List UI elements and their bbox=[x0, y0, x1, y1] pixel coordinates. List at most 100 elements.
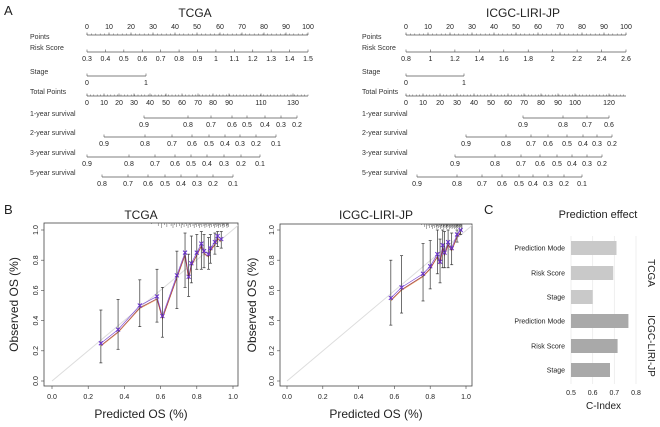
bar-category-label: Prediction Mode bbox=[514, 319, 565, 326]
calibration-point bbox=[182, 232, 188, 288]
tick-label: 70 bbox=[556, 24, 564, 31]
tick-label: 0.6 bbox=[137, 56, 147, 63]
tick-label: 1 bbox=[428, 56, 432, 63]
tick-label: 2.2 bbox=[572, 56, 582, 63]
tick-label: 20 bbox=[115, 100, 123, 107]
row-label: Stage bbox=[30, 69, 48, 76]
calibration-point bbox=[442, 231, 447, 269]
x-tick-label: 0.8 bbox=[192, 394, 202, 401]
tick-label: 0.9 bbox=[139, 122, 149, 129]
tick-label: 0.8 bbox=[183, 122, 193, 129]
x-tick-label: 0.2 bbox=[83, 394, 93, 401]
tick-label: 0.2 bbox=[236, 161, 246, 168]
x-axis-label: Predicted OS (%) bbox=[329, 407, 422, 421]
plot-title: TCGA bbox=[124, 208, 157, 222]
tick-label: 0.1 bbox=[271, 141, 281, 148]
tick-label: 50 bbox=[162, 100, 170, 107]
tick-label: 60 bbox=[534, 24, 542, 31]
row-label: Total Points bbox=[362, 89, 399, 96]
y-tick-label: 0.4 bbox=[33, 316, 40, 326]
x-tick-label: 0.6 bbox=[588, 390, 598, 397]
point-marker bbox=[208, 245, 213, 251]
tick-label: 0.8 bbox=[124, 161, 134, 168]
tick-label: 20 bbox=[127, 24, 135, 31]
tick-label: 0.2 bbox=[208, 181, 218, 188]
calibration-point bbox=[215, 231, 220, 247]
row-label: 2-year survival bbox=[362, 130, 408, 137]
tick-label: 30 bbox=[453, 100, 461, 107]
calibration-line bbox=[390, 229, 461, 299]
nomogram-row: 1-year survival 0.9 0.8 0.7 0.6 0.5 0.4 0.3 0.2 bbox=[30, 111, 302, 129]
bar-category-label: Risk Score bbox=[531, 344, 565, 351]
y-tick-label: 0.2 bbox=[33, 346, 40, 356]
tick-label: 0.8 bbox=[452, 181, 462, 188]
tick-label: 0.7 bbox=[123, 181, 133, 188]
x-axis-label: C-Index bbox=[586, 401, 621, 412]
nomogram-row: Risk Score 0.3 0.4 0.5 0.6 0.7 0.8 0.9 1 1.1 1.2 1.… bbox=[30, 45, 313, 63]
calibration-point bbox=[201, 234, 207, 269]
tick-label: 30 bbox=[130, 100, 138, 107]
tick-label: 0.4 bbox=[528, 181, 538, 188]
nomogram-row: Total Points 0 10 20 30 40 50 60 70 80 90 100 120 bbox=[362, 89, 626, 107]
tick-label: 60 bbox=[504, 100, 512, 107]
tick-label: 0.2 bbox=[251, 141, 261, 148]
calibration-point bbox=[427, 240, 433, 290]
plot-frame bbox=[43, 222, 239, 387]
point-marker bbox=[449, 245, 455, 251]
point-marker bbox=[174, 272, 180, 278]
tick-label: 0.8 bbox=[97, 181, 107, 188]
row-label: Points bbox=[362, 34, 382, 41]
tick-label: 0.1 bbox=[255, 161, 265, 168]
nomogram-row: Stage 0 1 bbox=[30, 69, 148, 87]
tick-label: 90 bbox=[282, 24, 290, 31]
tick-label: 30 bbox=[468, 24, 476, 31]
calibration-point bbox=[435, 229, 440, 275]
x-axis-label: Predicted OS (%) bbox=[94, 407, 187, 421]
facet-strip-label: ICGC-LIRI-JP bbox=[645, 315, 656, 377]
tick-label: 0.4 bbox=[260, 122, 270, 129]
point-marker bbox=[137, 303, 143, 308]
y-tick-label: 0.0 bbox=[269, 376, 276, 386]
panel-label-a: A bbox=[4, 3, 13, 18]
row-label: 5-year survival bbox=[30, 170, 76, 177]
tick-label: 0.9 bbox=[461, 141, 471, 148]
tick-label: 80 bbox=[209, 100, 217, 107]
point-marker bbox=[388, 295, 394, 301]
point-marker bbox=[154, 294, 160, 299]
calibration-line bbox=[390, 232, 461, 301]
tick-label: 0.9 bbox=[193, 56, 203, 63]
point-marker bbox=[218, 236, 224, 242]
tick-label: 70 bbox=[194, 100, 202, 107]
tick-label: 0.3 bbox=[219, 161, 229, 168]
x-tick-label: 0.8 bbox=[425, 394, 435, 401]
point-marker bbox=[194, 250, 200, 256]
tick-label: 0.5 bbox=[160, 181, 170, 188]
tick-label: 10 bbox=[100, 100, 108, 107]
point-marker bbox=[182, 250, 188, 256]
point-marker bbox=[420, 271, 426, 277]
nomogram-row: 1-year survival 0.9 0.8 0.7 0.6 bbox=[362, 111, 614, 129]
point-marker bbox=[206, 251, 211, 257]
panel-label-c: C bbox=[484, 202, 493, 217]
nomogram-title: ICGC-LIRI-JP bbox=[486, 6, 560, 20]
x-tick-label: 0.5 bbox=[566, 390, 576, 397]
point-marker bbox=[189, 260, 194, 266]
tick-label: 0 bbox=[85, 100, 89, 107]
calibration-point bbox=[160, 287, 165, 338]
y-tick-label: 0.6 bbox=[33, 285, 40, 295]
ideal-diagonal bbox=[51, 225, 239, 382]
tick-label: 0.5 bbox=[562, 141, 572, 148]
tick-label: 0.5 bbox=[204, 141, 214, 148]
tick-label: 0.7 bbox=[156, 56, 166, 63]
tick-label: 0.8 bbox=[174, 56, 184, 63]
tick-label: 0.4 bbox=[220, 141, 230, 148]
point-marker bbox=[458, 227, 463, 233]
tick-label: 0.7 bbox=[206, 122, 216, 129]
tick-label: 0.5 bbox=[242, 122, 252, 129]
tick-label: 10 bbox=[424, 24, 432, 31]
tick-label: 50 bbox=[512, 24, 520, 31]
point-marker bbox=[186, 274, 192, 280]
row-label: 2-year survival bbox=[30, 130, 76, 137]
tick-label: 100 bbox=[620, 24, 632, 31]
